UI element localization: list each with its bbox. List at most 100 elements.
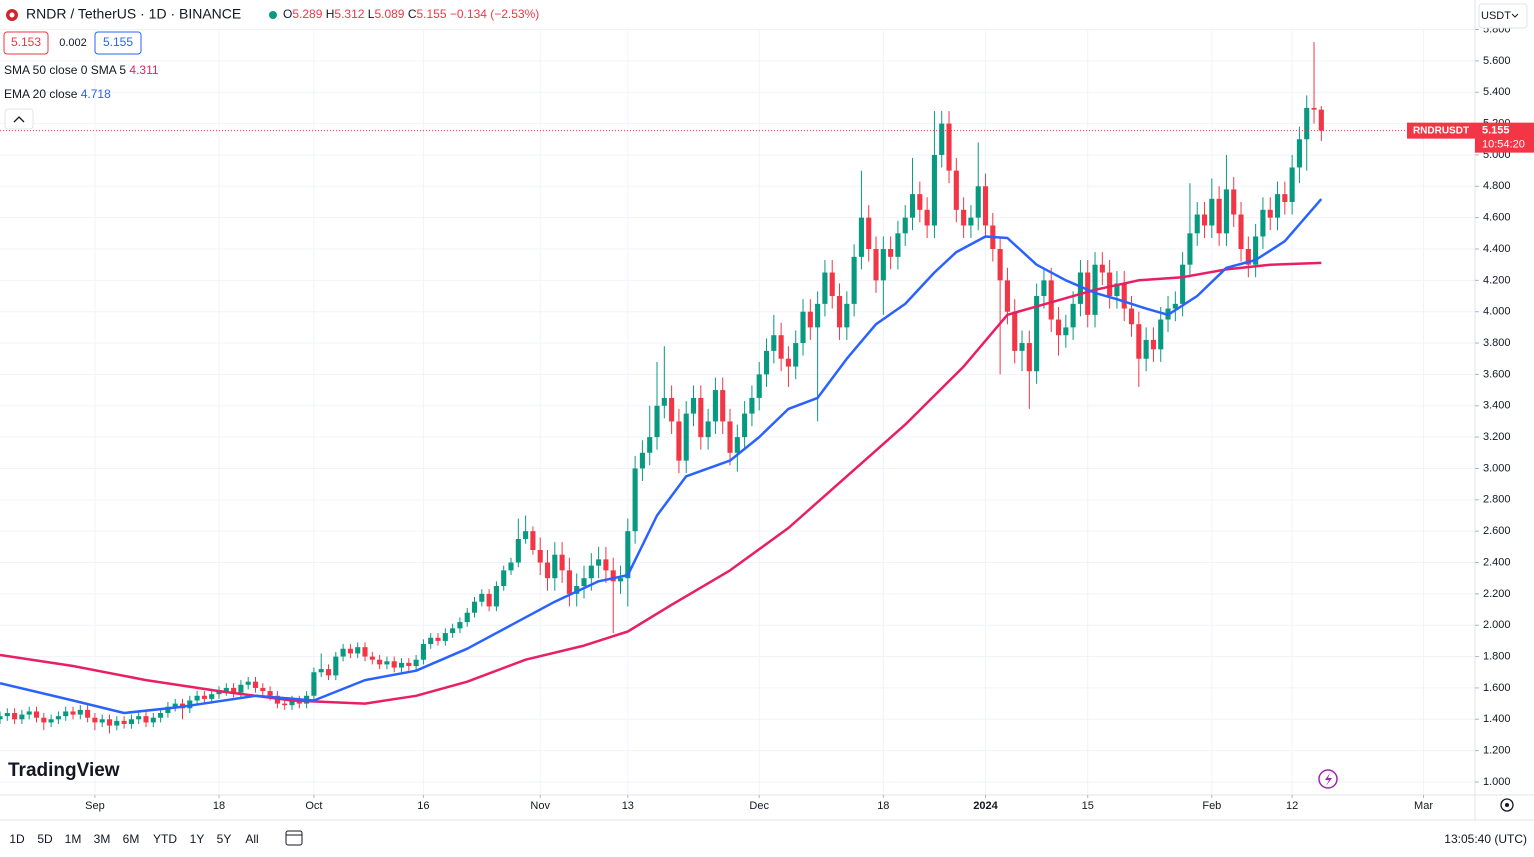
candle-body (1282, 194, 1288, 202)
candle-body (785, 358, 791, 367)
buy-box[interactable] (94, 31, 142, 55)
y-tick-label: 3.000 (1483, 462, 1511, 474)
candle-body (1150, 339, 1156, 350)
indicator-value: 4.311 (129, 63, 158, 77)
candle-body (128, 719, 134, 724)
candle-body (428, 637, 434, 645)
y-tick-label: 5.400 (1483, 86, 1511, 98)
range-button[interactable]: 3M (94, 832, 111, 846)
candle-body (1180, 264, 1186, 304)
candle-body (245, 681, 251, 685)
candle-body (1026, 343, 1032, 372)
candle-body (880, 248, 886, 281)
candle-body (639, 452, 645, 469)
countdown: 10:54:20 (1482, 139, 1525, 151)
candle-body (106, 719, 113, 726)
candle-body (136, 716, 142, 720)
ohlc-label: L (368, 7, 375, 21)
candle-body (1012, 311, 1018, 351)
ohlc-value: 5.089 (374, 7, 404, 21)
candle-body (771, 335, 777, 351)
candle-body (238, 684, 244, 693)
candle-body (654, 405, 660, 438)
candle-body (85, 709, 91, 718)
x-tick-label: 2024 (973, 800, 998, 812)
y-tick-label: 4.200 (1483, 274, 1511, 286)
candle-body (1289, 167, 1295, 202)
range-button[interactable]: 1D (9, 832, 25, 846)
candle-body (260, 687, 266, 692)
range-button[interactable]: 5Y (217, 832, 232, 846)
x-tick-label: 18 (213, 800, 225, 812)
bid-price: 5.153 (11, 35, 41, 49)
candle-body (1274, 194, 1281, 218)
candle-body (33, 711, 40, 718)
symbol-title[interactable]: RNDR / TetherUS · 1D · BINANCE (26, 6, 241, 22)
range-button[interactable]: 1M (65, 832, 82, 846)
candle-body (727, 421, 733, 453)
candle-body (1238, 214, 1244, 249)
x-tick-label: Dec (749, 800, 769, 812)
range-button[interactable]: All (245, 832, 258, 846)
candle-body (1114, 283, 1120, 297)
range-button[interactable]: YTD (153, 832, 177, 846)
range-button[interactable]: 1Y (190, 832, 205, 846)
candle-body (1041, 280, 1047, 297)
ohlc-legend: O5.289 H5.312 L5.089 C5.155 −0.134 (−2.5… (283, 7, 539, 21)
calendar-icon[interactable] (285, 830, 303, 846)
x-tick-label: Sep (85, 800, 105, 812)
x-tick-label: Feb (1202, 800, 1221, 812)
candle-body (917, 194, 923, 210)
candle-body (1318, 109, 1324, 131)
collapse-button[interactable] (4, 108, 34, 130)
candle-body (333, 656, 339, 676)
candle-body (289, 700, 295, 706)
candle-body (471, 601, 478, 613)
candle-body (909, 194, 916, 218)
currency-button[interactable] (1478, 3, 1528, 29)
ohlc-label: C (408, 7, 417, 21)
ohlc-label: O (283, 7, 292, 21)
sell-box[interactable] (3, 31, 49, 55)
candle-body (581, 578, 587, 587)
candle-body (683, 413, 689, 461)
candle-body (734, 437, 740, 453)
settings-icon-inner (1505, 803, 1509, 807)
x-tick-label: Nov (530, 800, 550, 812)
candle-body (223, 687, 229, 692)
candle-body (486, 593, 492, 607)
candle-body (172, 703, 178, 707)
candle-body (617, 578, 624, 582)
candle-body (705, 421, 711, 438)
candle-body (1070, 303, 1076, 328)
ohlc-label: H (326, 7, 335, 21)
candle-body (1260, 209, 1266, 237)
candle-body (450, 628, 456, 634)
range-button[interactable]: 5D (37, 832, 53, 846)
candle-body (902, 217, 908, 234)
candle-body (742, 413, 748, 438)
candle-body (1099, 264, 1105, 273)
moving-average-line (0, 261, 1322, 705)
candle-body (1143, 339, 1149, 359)
currency-label: USDT (1481, 10, 1511, 22)
x-tick-label: 18 (877, 800, 889, 812)
candle-body (530, 531, 536, 550)
settings-icon[interactable] (1500, 798, 1514, 812)
candle-body (1311, 107, 1317, 110)
candle-body (669, 397, 675, 422)
range-button[interactable]: 6M (123, 832, 140, 846)
candle-body (26, 711, 32, 715)
candle-body (1304, 107, 1310, 140)
candle-body (800, 311, 806, 344)
candle-body (457, 622, 463, 629)
y-tick-label: 1.800 (1483, 650, 1511, 662)
candle-body (836, 296, 843, 328)
candle-body (1209, 198, 1215, 226)
candle-body (544, 562, 551, 579)
candle-body (4, 713, 10, 717)
y-tick-label: 1.200 (1483, 745, 1511, 757)
candle-body (1019, 343, 1025, 351)
y-tick-label: 1.000 (1483, 776, 1511, 788)
